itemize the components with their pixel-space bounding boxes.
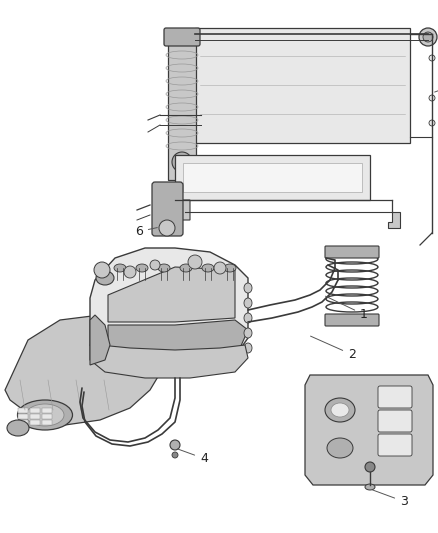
Polygon shape	[170, 200, 190, 220]
Ellipse shape	[224, 264, 236, 272]
Bar	[30, 414, 40, 419]
Bar	[18, 420, 28, 425]
Bar	[18, 408, 28, 413]
Ellipse shape	[244, 343, 252, 353]
Bar	[18, 414, 28, 419]
Bar	[42, 420, 52, 425]
Ellipse shape	[244, 283, 252, 293]
Text: 6: 6	[135, 225, 157, 238]
Circle shape	[419, 28, 437, 46]
Ellipse shape	[327, 438, 353, 458]
Bar	[30, 408, 40, 413]
Circle shape	[214, 262, 226, 274]
FancyBboxPatch shape	[164, 28, 200, 46]
Polygon shape	[195, 28, 410, 143]
FancyBboxPatch shape	[378, 434, 412, 456]
Bar	[42, 414, 52, 419]
Circle shape	[172, 452, 178, 458]
Circle shape	[365, 462, 375, 472]
Circle shape	[124, 266, 136, 278]
Circle shape	[159, 220, 175, 236]
Ellipse shape	[331, 403, 349, 417]
Ellipse shape	[244, 298, 252, 308]
Polygon shape	[90, 345, 248, 378]
FancyBboxPatch shape	[378, 386, 412, 408]
Ellipse shape	[114, 264, 126, 272]
Text: 2: 2	[311, 336, 356, 361]
Bar	[42, 408, 52, 413]
Ellipse shape	[136, 264, 148, 272]
Circle shape	[188, 255, 202, 269]
Polygon shape	[5, 315, 165, 425]
Text: 4: 4	[178, 449, 208, 465]
Polygon shape	[108, 320, 248, 352]
Ellipse shape	[202, 264, 214, 272]
Circle shape	[429, 95, 435, 101]
Text: 5: 5	[434, 80, 438, 93]
Polygon shape	[388, 212, 400, 228]
Bar	[30, 420, 40, 425]
Polygon shape	[108, 267, 235, 322]
FancyBboxPatch shape	[325, 246, 379, 258]
Ellipse shape	[26, 404, 64, 426]
Ellipse shape	[325, 398, 355, 422]
Ellipse shape	[18, 400, 73, 430]
Polygon shape	[168, 40, 196, 180]
Polygon shape	[90, 315, 110, 365]
Polygon shape	[90, 248, 248, 370]
Ellipse shape	[365, 484, 375, 490]
Circle shape	[429, 55, 435, 61]
FancyBboxPatch shape	[319, 252, 385, 320]
Ellipse shape	[244, 313, 252, 323]
Circle shape	[150, 260, 160, 270]
Polygon shape	[183, 163, 362, 192]
FancyBboxPatch shape	[152, 182, 183, 236]
Circle shape	[429, 120, 435, 126]
Text: 3: 3	[373, 490, 408, 508]
Circle shape	[177, 157, 187, 167]
Ellipse shape	[158, 264, 170, 272]
Circle shape	[94, 262, 110, 278]
Text: 1: 1	[325, 296, 368, 321]
Polygon shape	[175, 155, 370, 200]
Circle shape	[423, 32, 433, 42]
Ellipse shape	[244, 328, 252, 338]
Ellipse shape	[180, 264, 192, 272]
FancyBboxPatch shape	[378, 410, 412, 432]
Ellipse shape	[96, 271, 114, 285]
Circle shape	[172, 152, 192, 172]
FancyBboxPatch shape	[325, 314, 379, 326]
Ellipse shape	[7, 420, 29, 436]
Polygon shape	[305, 375, 433, 485]
Circle shape	[170, 440, 180, 450]
